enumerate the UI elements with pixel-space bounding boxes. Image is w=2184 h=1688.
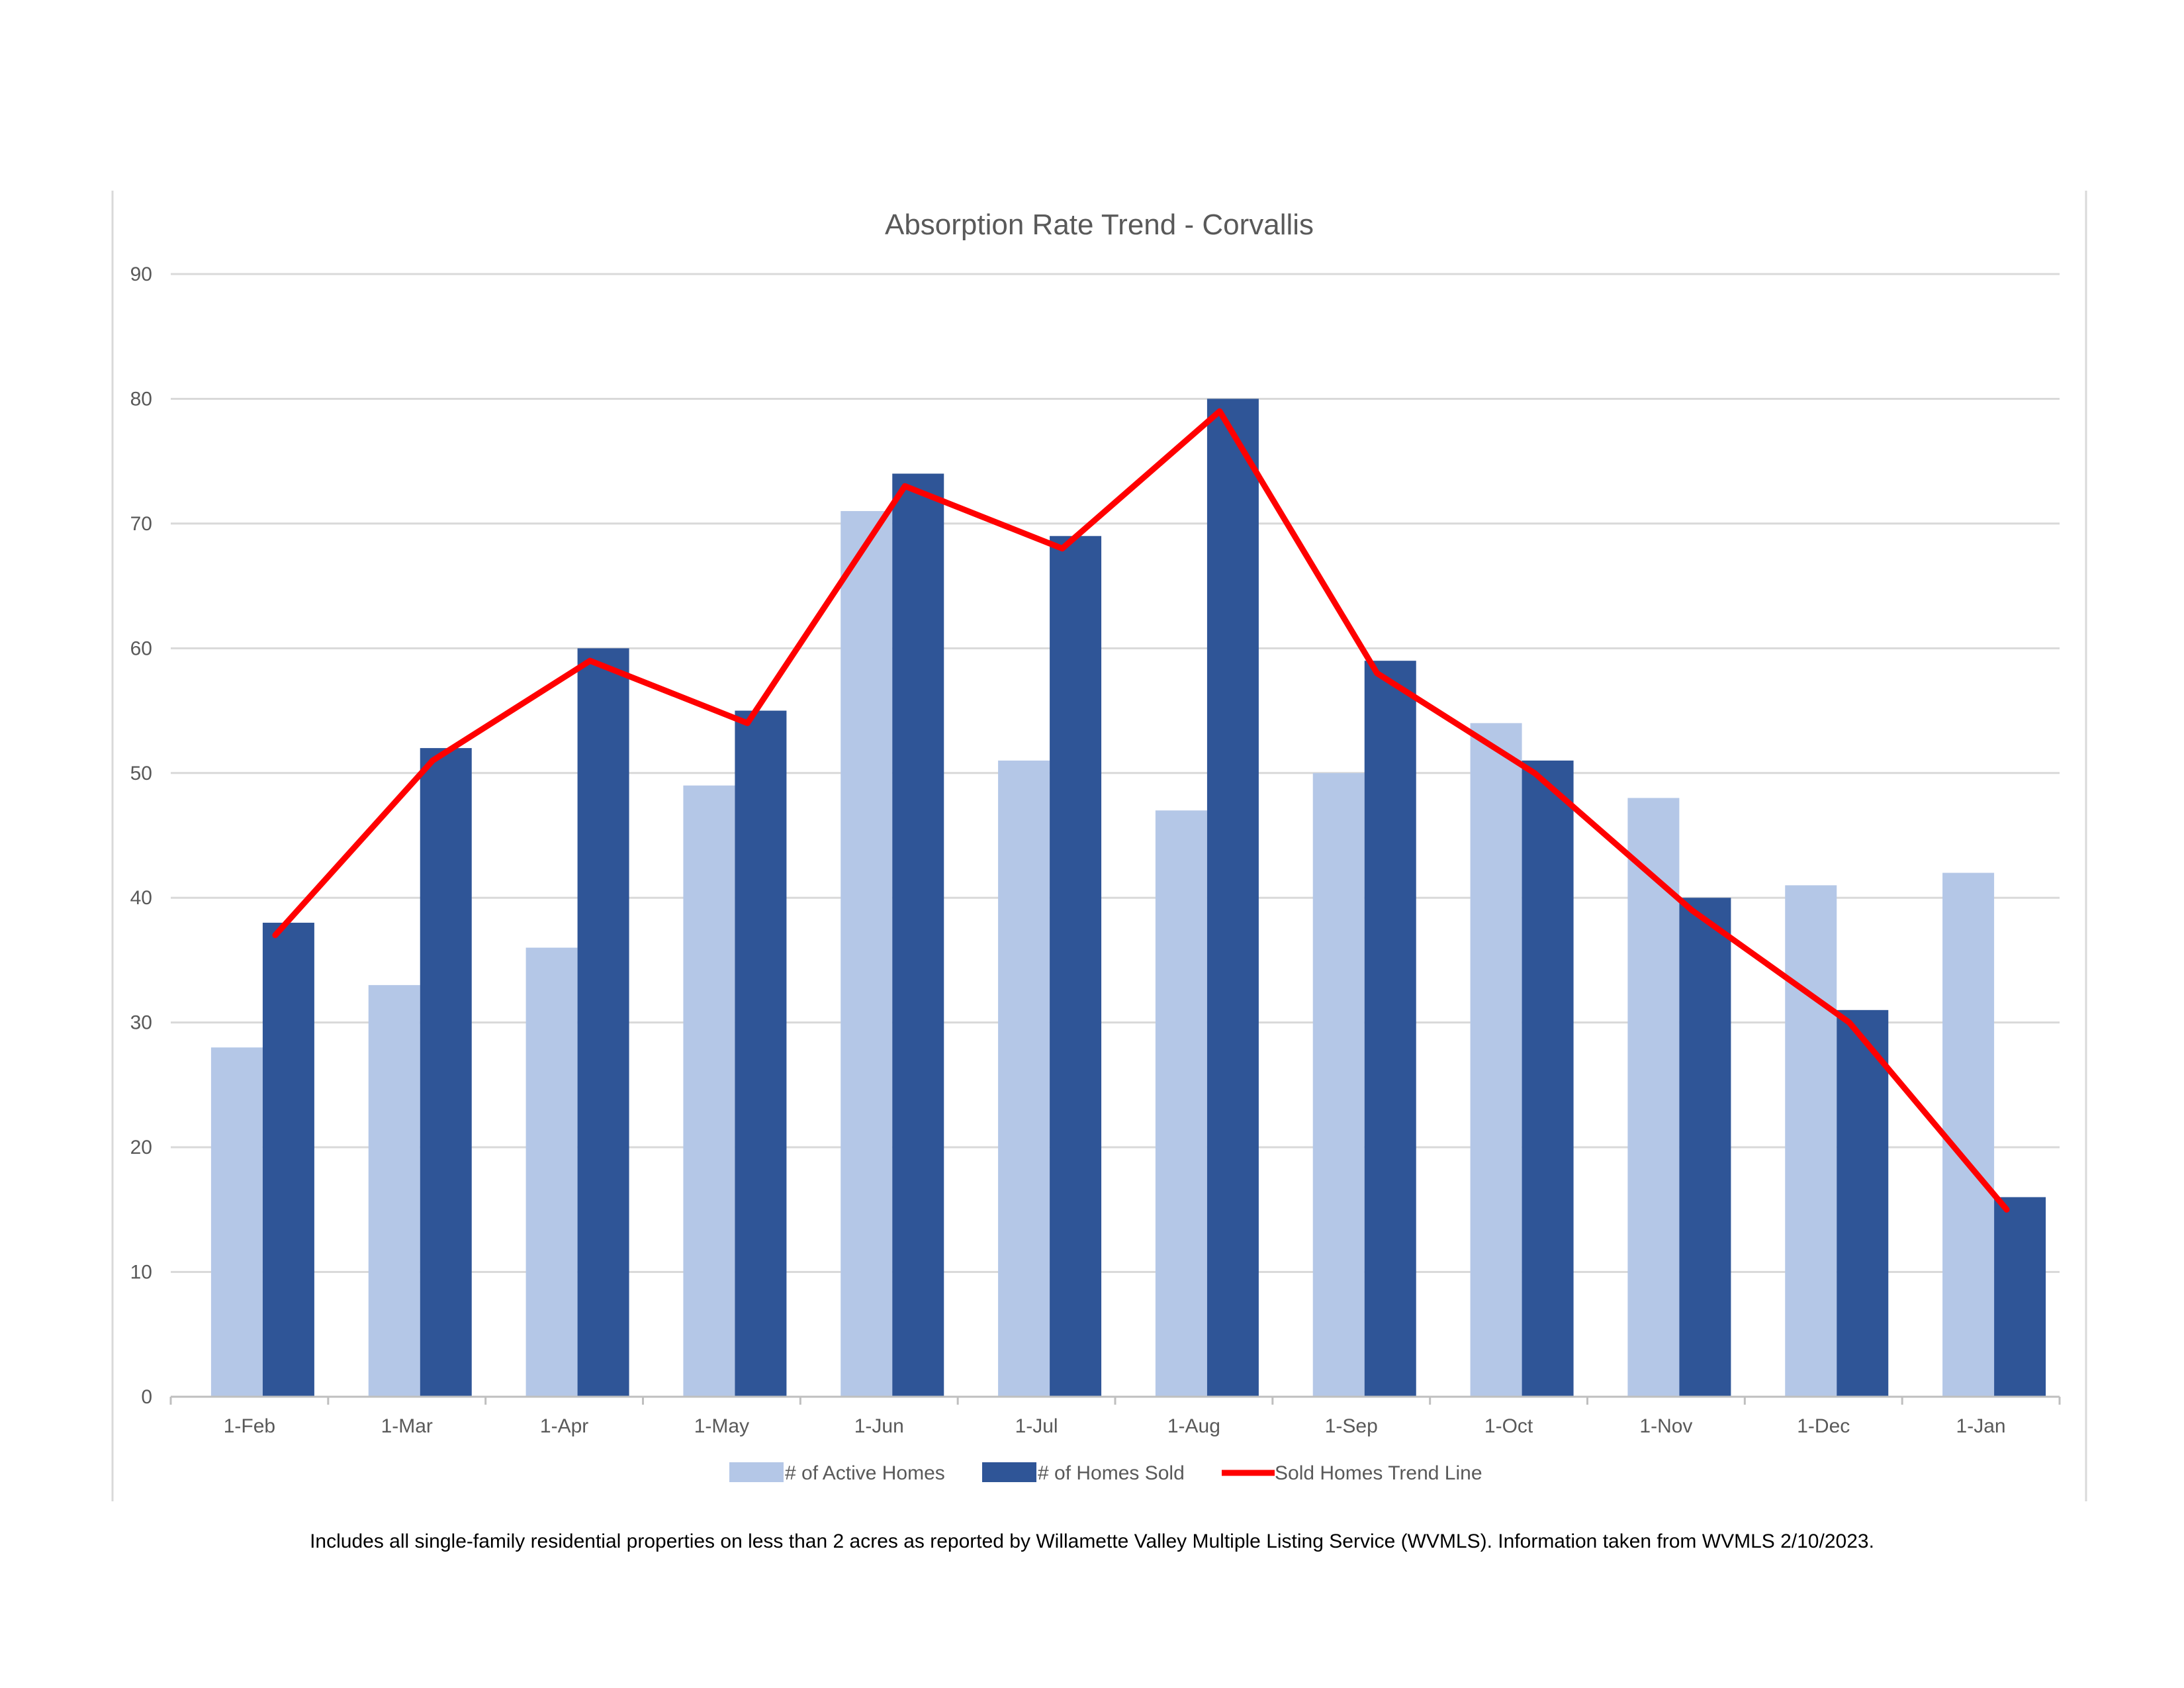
x-tick-label-1-Feb: 1-Feb (224, 1415, 275, 1437)
trend-line-sold-homes (272, 408, 2010, 1213)
x-tick-label-1-Apr: 1-Apr (540, 1415, 588, 1437)
bar-homes-sold-1-Jan (1994, 1197, 2046, 1397)
y-tick-label-80: 80 (130, 388, 152, 410)
x-tick-label-1-Mar: 1-Mar (381, 1415, 433, 1437)
bar-homes-sold-1-Dec (1837, 1009, 1889, 1397)
bar-active-homes-1-Sep (1312, 773, 1365, 1397)
bar-homes-sold-1-Nov (1679, 898, 1731, 1397)
x-tick-label-1-Aug: 1-Aug (1167, 1415, 1220, 1437)
y-tick-label-10: 10 (130, 1262, 152, 1284)
y-tick-label-70: 70 (130, 513, 152, 535)
bar-active-homes-1-Jun (841, 511, 893, 1397)
legend-label-homes-sold: # of Homes Sold (1038, 1462, 1185, 1484)
bar-homes-sold-1-May (735, 710, 787, 1397)
bar-homes-sold-1-Feb (262, 922, 314, 1397)
x-tick-label-1-Jan: 1-Jan (1956, 1415, 2006, 1437)
x-axis-tick-labels: 1-Feb 1-Mar 1-Apr 1-May 1-Jun 1-Jul 1-Aug 1-Sep… (224, 1415, 2006, 1437)
legend-label-trend-line: Sold Homes Trend Line (1275, 1462, 1482, 1484)
x-tick-label-1-Jul: 1-Jul (1015, 1415, 1058, 1437)
y-tick-label-90: 90 (130, 263, 152, 285)
bar-homes-sold-1-Jun (892, 473, 944, 1397)
bar-homes-sold-1-Sep (1364, 661, 1416, 1397)
bar-homes-sold-1-Apr (577, 648, 629, 1397)
bar-active-homes-1-Mar (368, 985, 420, 1397)
bar-homes-sold-1-Mar (420, 748, 472, 1397)
chart-title: Absorption Rate Trend - Corvallis (885, 209, 1314, 241)
y-tick-label-30: 30 (130, 1012, 152, 1034)
bar-homes-sold-1-Aug (1206, 399, 1259, 1397)
bar-homes-sold-1-Jul (1050, 536, 1102, 1397)
bar-active-homes-1-Apr (525, 947, 578, 1397)
legend-swatch-homes-sold (982, 1462, 1036, 1482)
legend: # of Active Homes # of Homes Sold Sold H… (729, 1462, 1482, 1484)
x-tick-label-1-May: 1-May (694, 1415, 749, 1437)
x-tick-label-1-Oct: 1-Oct (1484, 1415, 1533, 1437)
bar-active-homes-1-Oct (1470, 723, 1522, 1397)
bar-active-homes-1-Nov (1627, 798, 1680, 1397)
legend-label-active-homes: # of Active Homes (785, 1462, 945, 1484)
trend-line-layer (272, 408, 2010, 1213)
x-tick-label-1-Sep: 1-Sep (1325, 1415, 1378, 1437)
bar-homes-sold-1-Oct (1522, 760, 1574, 1397)
y-tick-label-0: 0 (141, 1386, 152, 1408)
x-tick-label-1-Jun: 1-Jun (854, 1415, 904, 1437)
bar-active-homes-1-May (683, 785, 735, 1397)
bar-active-homes-1-Dec (1785, 885, 1837, 1397)
bars (210, 399, 2046, 1397)
y-tick-label-20: 20 (130, 1137, 152, 1158)
x-tick-label-1-Dec: 1-Dec (1797, 1415, 1850, 1437)
x-axis (169, 1395, 2061, 1405)
legend-swatch-active-homes (729, 1462, 784, 1482)
y-tick-label-50: 50 (130, 763, 152, 784)
gridlines (171, 273, 2060, 1274)
bar-active-homes-1-Jan (1942, 872, 1995, 1397)
bar-active-homes-1-Jul (998, 760, 1050, 1397)
y-axis-tick-labels: 0 10 20 30 40 50 60 70 80 90 (130, 263, 152, 1408)
bar-active-homes-1-Aug (1155, 810, 1207, 1397)
y-tick-label-40: 40 (130, 887, 152, 909)
y-tick-label-60: 60 (130, 637, 152, 659)
x-tick-label-1-Nov: 1-Nov (1639, 1415, 1692, 1437)
source-footnote: Includes all single-family residential p… (310, 1530, 1874, 1552)
bar-active-homes-1-Feb (210, 1047, 263, 1397)
